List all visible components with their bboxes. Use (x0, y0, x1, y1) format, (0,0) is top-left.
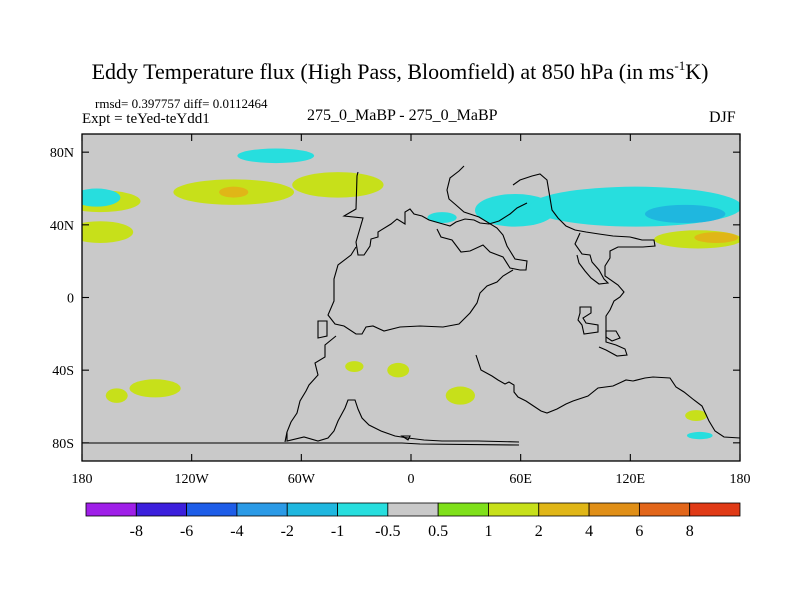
contour-feature-6 (105, 388, 128, 403)
coast-small-islands (400, 435, 411, 441)
contour-fields (82, 148, 740, 440)
colorbar-label-11: 8 (686, 523, 694, 540)
contour-feature-12 (694, 232, 739, 243)
colorbar-box-8 (488, 502, 540, 517)
colorbar-box-2 (186, 502, 238, 517)
coast-africa (284, 335, 337, 443)
contour-feature-18 (427, 212, 457, 224)
contour-feature-17 (686, 431, 713, 440)
x-tick-label-1: 120W (175, 472, 210, 487)
colorbar-box-7 (437, 502, 489, 517)
title-superscript: -1 (674, 58, 686, 73)
colorbar: -8 -6 -4 -2 -1 -0.5 0.5 1 2 4 6 8 (85, 502, 741, 540)
colorbar-label-5: -0.5 (375, 523, 400, 540)
colorbar-box-3 (236, 502, 288, 517)
colorbar-box-6 (387, 502, 439, 517)
coast-antarctic-peninsula (286, 399, 520, 443)
colorbar-label-1: -6 (180, 523, 193, 540)
colorbar-label-0: -8 (130, 523, 143, 540)
title-end: K) (685, 59, 709, 84)
contour-feature-10 (685, 410, 708, 422)
colorbar-label-8: 2 (535, 523, 543, 540)
y-tick-label-0: 80N (50, 146, 74, 161)
x-tick-label-2: 60W (288, 472, 316, 487)
contour-feature-5 (129, 379, 181, 398)
coast-africa-east (475, 354, 740, 439)
colorbar-box-0 (85, 502, 137, 517)
y-tick-label-2: 0 (67, 292, 74, 307)
colorbar-label-4: -1 (331, 523, 344, 540)
colorbar-box-9 (538, 502, 590, 517)
chart-title: Eddy Temperature flux (High Pass, Bloomf… (0, 58, 800, 85)
colorbar-label-6: 0.5 (428, 523, 448, 540)
colorbar-box-4 (286, 502, 338, 517)
contour-feature-9 (387, 362, 410, 378)
contour-feature-19 (644, 204, 726, 224)
coast-indonesia-1 (577, 306, 599, 335)
colorbar-box-11 (638, 502, 691, 517)
colorbar-box-1 (135, 502, 188, 517)
colorbar-box-5 (337, 502, 389, 517)
contour-feature-13 (237, 148, 315, 164)
colorbar-label-7: 1 (484, 523, 492, 540)
x-tick-label-0: 180 (72, 472, 93, 487)
contour-feature-3 (82, 221, 134, 243)
experiment-label: Expt = teYed-teYdd1 (82, 111, 210, 127)
coast-europe (436, 165, 528, 271)
coast-south-america (327, 246, 514, 335)
coast-india (574, 232, 610, 285)
x-tick-label-3: 0 (408, 472, 415, 487)
x-tick-label-4: 60E (509, 472, 532, 487)
x-tick-label-5: 120E (616, 472, 646, 487)
coast-indonesia-2 (605, 330, 621, 342)
colorbar-label-2: -4 (230, 523, 243, 540)
y-tick-label-4: 80S (52, 437, 74, 452)
colorbar-box-12 (689, 502, 741, 517)
colorbar-label-10: 6 (635, 523, 643, 540)
map-background (82, 134, 740, 461)
stats-label: rmsd= 0.397757 diff= 0.0112464 (95, 96, 268, 111)
contour-feature-7 (445, 386, 475, 405)
season-label: DJF (709, 109, 736, 126)
y-tick-label-1: 40N (50, 219, 74, 234)
coast-antarctica (82, 442, 520, 446)
contour-feature-11 (219, 186, 249, 198)
y-tick-label-3: 40S (52, 364, 74, 379)
contour-feature-14 (82, 188, 121, 207)
colorbar-label-9: 4 (585, 523, 593, 540)
contour-feature-8 (345, 361, 364, 372)
contour-feature-2 (292, 172, 384, 198)
colorbar-label-3: -2 (281, 523, 294, 540)
colorbar-box-10 (588, 502, 640, 517)
x-tick-label-6: 180 (730, 472, 751, 487)
coast-north-america (342, 171, 528, 256)
axis-ticks: 180 120W 60W 0 60E 120E 180 80N 40N 0 40S 80S (50, 134, 751, 487)
coast-asia-east (512, 173, 656, 357)
coastlines (82, 165, 740, 446)
title-main: Eddy Temperature flux (High Pass, Bloomf… (91, 59, 675, 84)
center-label: 275_0_MaBP - 275_0_MaBP (307, 107, 498, 124)
coast-madagascar (317, 320, 328, 339)
